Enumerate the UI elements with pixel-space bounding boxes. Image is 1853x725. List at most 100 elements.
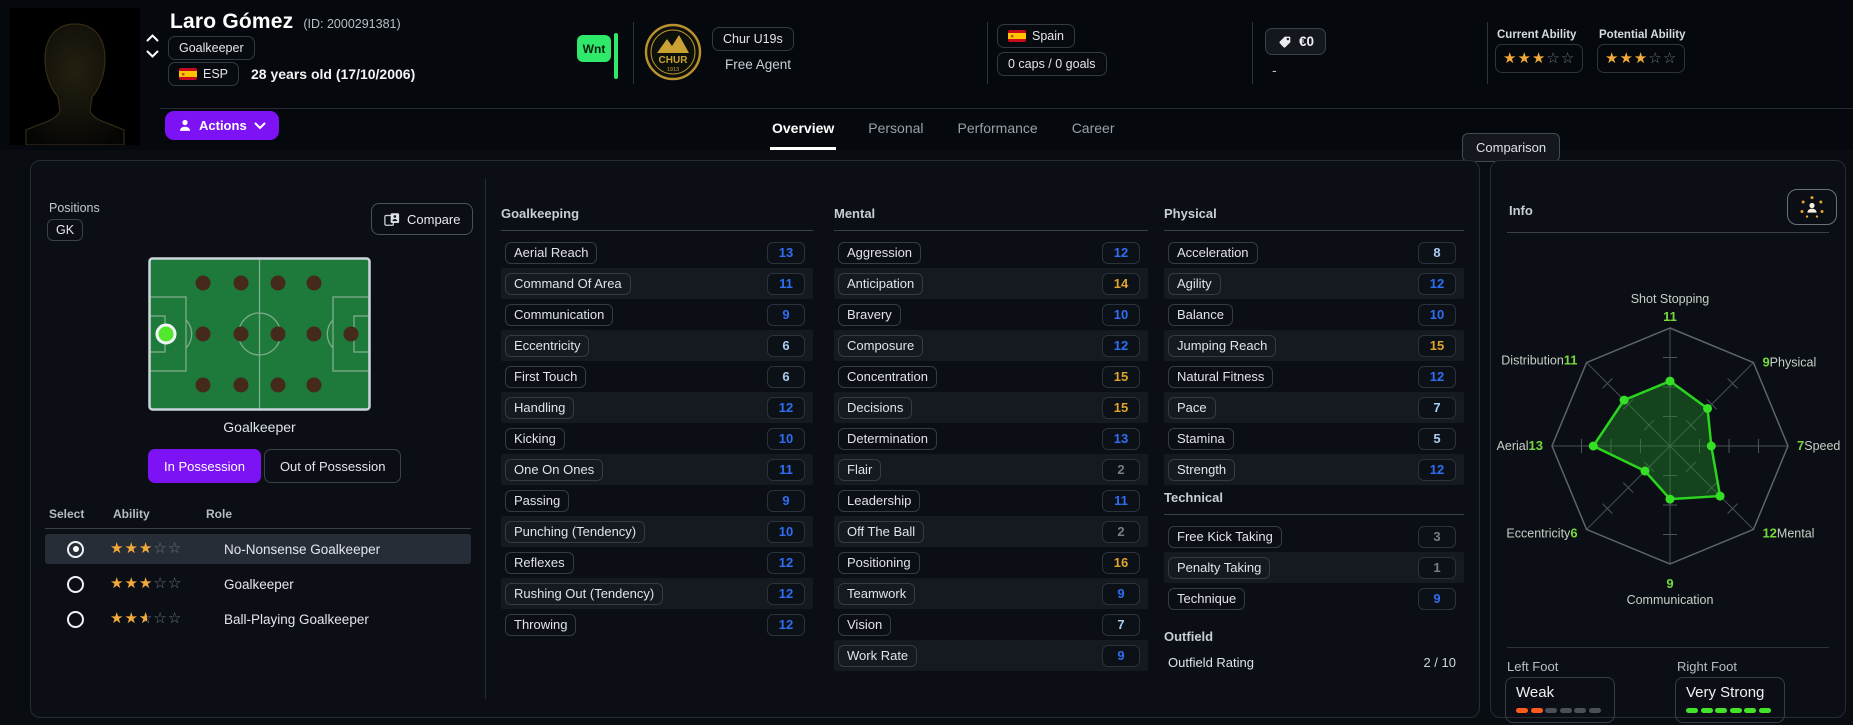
attr-value: 10 <box>767 427 805 450</box>
star-icon: ☆ <box>167 575 183 592</box>
attribute-analyser-button[interactable] <box>1787 189 1837 225</box>
foot-strength-segment <box>1729 708 1742 713</box>
attr-value: 5 <box>1418 427 1456 450</box>
panel-divider <box>485 179 486 699</box>
role-row[interactable]: ★★★☆☆ Goalkeeper <box>45 569 471 599</box>
role-name: Goalkeeper <box>224 576 294 592</box>
outfield-rating-row: Outfield Rating 2 / 10 <box>1164 648 1464 676</box>
svg-text:1913: 1913 <box>667 67 679 73</box>
attr-label: Work Rate <box>838 644 918 667</box>
attr-row: Penalty Taking 1 <box>1164 552 1464 583</box>
name-row: Laro Gómez (ID: 2000291381) <box>170 10 401 34</box>
possession-toggle: In Possession Out of Possession <box>148 449 402 483</box>
avatar-silhouette-icon <box>10 8 140 145</box>
role-row[interactable]: ★★☆ ★ ☆☆ Ball-Playing Goalkeeper <box>45 604 471 634</box>
star-icon: ☆ <box>1546 50 1561 67</box>
star-icon: ☆ <box>1648 50 1663 67</box>
possession-in[interactable]: In Possession <box>148 449 261 483</box>
attr-label: Positioning <box>838 551 920 574</box>
mental-column: Mental Aggression 12 Anticipation 14 Bravery 1… <box>834 201 1148 671</box>
info-title: Info <box>1509 203 1533 218</box>
attr-value: 12 <box>767 396 805 419</box>
attr-value: 13 <box>1102 427 1140 450</box>
role-radio[interactable] <box>67 610 84 628</box>
role-radio[interactable] <box>67 540 84 558</box>
pitch-caption: Goalkeeper <box>223 419 296 435</box>
attr-label: Teamwork <box>838 582 916 605</box>
attr-row: Stamina 5 <box>1164 423 1464 454</box>
role-radio[interactable] <box>67 575 84 593</box>
club-name-pill[interactable]: Chur U19s <box>712 27 794 51</box>
header-divider <box>1252 22 1253 84</box>
attr-row: Vision 7 <box>834 609 1148 640</box>
position-pitch <box>148 257 371 416</box>
svg-text:Aerial13: Aerial13 <box>1497 438 1543 453</box>
attr-value: 10 <box>1102 303 1140 326</box>
attr-label: Decisions <box>838 396 913 419</box>
attr-label: First Touch <box>505 365 587 388</box>
comparison-button[interactable]: Comparison <box>1462 133 1561 162</box>
current-ability-stars: ★ ★ ★ ☆ ☆ <box>1495 44 1584 73</box>
attr-row: Throwing 12 <box>501 609 813 640</box>
current-ability-label: Current Ability <box>1497 29 1577 41</box>
attr-row: Rushing Out (Tendency) 12 <box>501 578 813 609</box>
tab-career[interactable]: Career <box>1071 120 1115 136</box>
attr-value: 12 <box>1102 241 1140 264</box>
outfield-rating-value: 2 / 10 <box>1423 654 1456 670</box>
tab-performance[interactable]: Performance <box>957 120 1038 136</box>
nation-code-pill: ESP <box>168 62 240 86</box>
transfer-value-chip: €0 <box>1265 28 1327 55</box>
foot-strength-segment <box>1758 708 1771 713</box>
attr-label: Leadership <box>838 489 921 512</box>
tab-personal[interactable]: Personal <box>868 120 924 136</box>
value-secondary: - <box>1272 62 1277 78</box>
possession-out[interactable]: Out of Possession <box>263 449 402 483</box>
attr-value: 1 <box>1418 556 1456 579</box>
player-name: Laro Gómez <box>170 10 294 33</box>
attr-row: One On Ones 11 <box>501 454 813 485</box>
svg-text:Distribution11: Distribution11 <box>1501 353 1577 368</box>
attr-row: Handling 12 <box>501 392 813 423</box>
attr-label: Stamina <box>1168 427 1234 450</box>
left-foot-bar <box>1516 708 1604 713</box>
nation-pill[interactable]: Spain <box>997 24 1075 48</box>
goalkeeping-column: Goalkeeping Aerial Reach 13 Command Of Area… <box>501 201 813 640</box>
attr-label: Strength <box>1168 458 1236 481</box>
attr-value: 10 <box>767 520 805 543</box>
attr-value: 11 <box>1102 489 1140 512</box>
attr-value: 6 <box>767 365 805 388</box>
star-icon: ★ <box>124 610 139 627</box>
compare-button[interactable]: Compare <box>371 203 474 235</box>
wanted-badge[interactable]: Wnt <box>577 35 611 62</box>
club-crest-icon[interactable]: CHUR 1913 <box>644 23 702 81</box>
role-row[interactable]: ★★★☆☆ No-Nonsense Goalkeeper <box>45 534 471 564</box>
attr-value: 2 <box>1102 520 1140 543</box>
attr-row: Bravery 10 <box>834 299 1148 330</box>
attr-section: Goalkeeping Aerial Reach 13 Command Of Area… <box>501 201 813 640</box>
star-icon: ☆ <box>167 540 183 557</box>
foot-strength-segment <box>1700 708 1713 713</box>
position-code-chip[interactable]: GK <box>47 219 84 241</box>
star-icon: ★ <box>138 540 154 557</box>
attr-row: Anticipation 14 <box>834 268 1148 299</box>
compare-cards-icon <box>384 212 400 226</box>
attr-row: Leadership 11 <box>834 485 1148 516</box>
attr-row: Passing 9 <box>501 485 813 516</box>
attr-value: 9 <box>767 303 805 326</box>
attr-value: 6 <box>767 334 805 357</box>
tab-overview[interactable]: Overview <box>770 114 837 150</box>
chevron-down-icon[interactable] <box>146 50 159 58</box>
header-divider <box>987 22 988 84</box>
position-pill: Goalkeeper <box>168 36 255 60</box>
attr-section-title: Technical <box>1164 485 1464 515</box>
star-icon: ★ <box>1517 50 1532 67</box>
attr-label: Vision <box>838 613 892 636</box>
foot-strength-segment <box>1516 708 1528 713</box>
chevron-up-icon[interactable] <box>146 34 159 42</box>
attr-label: Punching (Tendency) <box>505 520 646 543</box>
feet-rule <box>1507 647 1829 648</box>
outfield-rating-label: Outfield Rating <box>1168 654 1254 670</box>
attr-label: Penalty Taking <box>1168 556 1271 579</box>
actions-button[interactable]: Actions <box>165 111 279 140</box>
